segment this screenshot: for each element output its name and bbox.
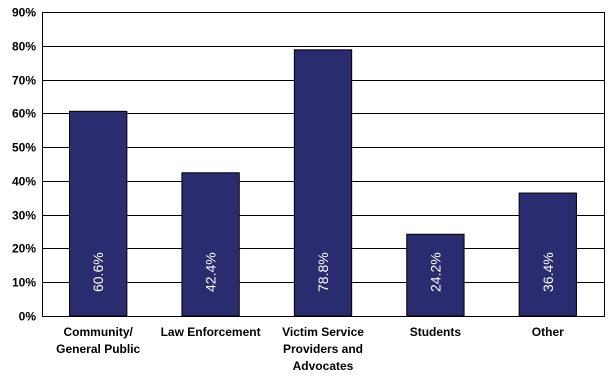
x-category-label: Students (410, 325, 462, 339)
y-tick-label: 60% (12, 107, 36, 121)
data-labels: 60.6% 42.4% 78.8% 24.2% 36.4% (90, 252, 556, 292)
bar (181, 172, 240, 317)
x-category-label: Victim Service Providers and Advocates (282, 325, 364, 373)
y-tick-label: 90% (12, 6, 36, 20)
y-tick-label: 80% (12, 40, 36, 54)
data-label: 36.4% (540, 252, 556, 292)
x-category-label: Other (532, 325, 564, 339)
plot-area-frame (42, 12, 605, 317)
bar (406, 233, 465, 317)
y-tick-label: 30% (12, 209, 36, 223)
bar (69, 110, 128, 317)
y-tick-label: 50% (12, 141, 36, 155)
bar (518, 192, 577, 317)
y-tick-label: 0% (19, 310, 37, 324)
x-category-label: Community/General Public (56, 325, 140, 356)
y-tick-label: 40% (12, 175, 36, 189)
y-tick-label: 70% (12, 74, 36, 88)
data-label: 42.4% (203, 252, 219, 292)
y-tick-label: 10% (12, 276, 36, 290)
data-label: 24.2% (427, 252, 443, 292)
y-axis-ticks: 0% 10% 20% 30% 40% 50% 60% 70% 80% 90% (12, 6, 36, 324)
data-label: 60.6% (90, 252, 106, 292)
x-category-label: Law Enforcement (161, 325, 261, 339)
y-tick-label: 20% (12, 242, 36, 256)
data-label: 78.8% (315, 252, 331, 292)
x-axis-categories: Community/General Public Law Enforcement V… (56, 325, 564, 373)
